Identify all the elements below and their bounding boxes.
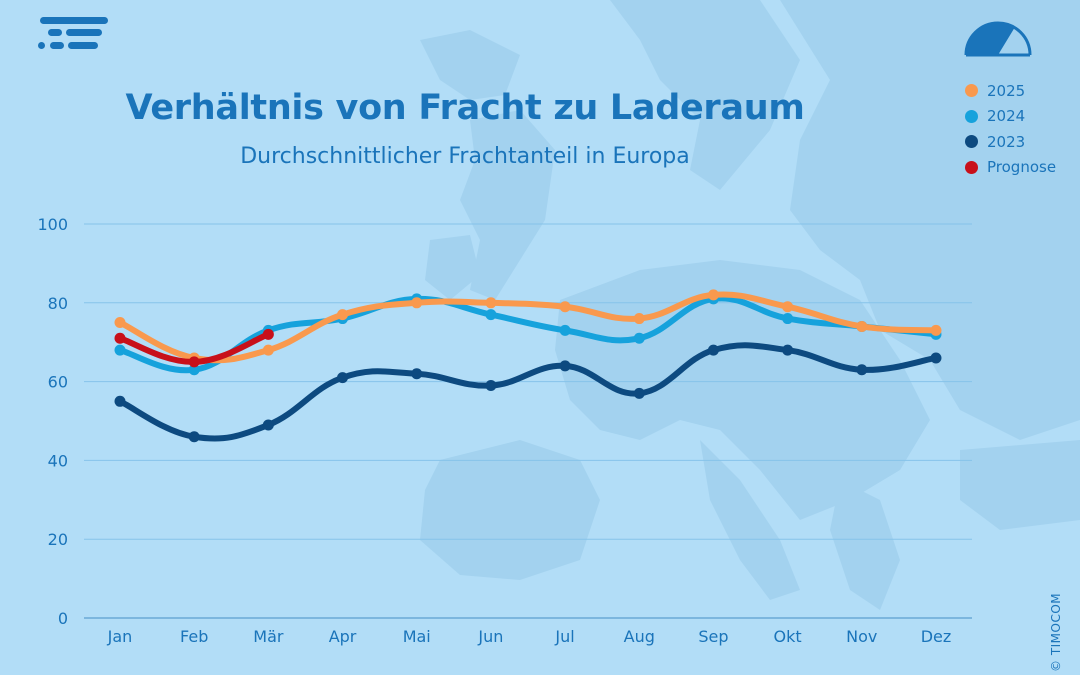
- chart-title: Verhältnis von Fracht zu Laderaum: [125, 88, 805, 128]
- data-point: [188, 364, 200, 376]
- x-tick-label: Dez: [921, 627, 952, 646]
- legend-marker: [965, 135, 978, 149]
- data-point: [930, 324, 942, 336]
- series-prognose: [114, 328, 274, 368]
- series-2025: [114, 289, 942, 364]
- data-point: [114, 344, 126, 356]
- legend-item: 2023: [965, 129, 1056, 155]
- y-tick-label: 0: [58, 609, 68, 628]
- data-point: [707, 289, 719, 301]
- chart-legend: 2025 2024 2023 Prognose: [965, 78, 1056, 180]
- data-point: [262, 344, 274, 356]
- data-point: [856, 320, 868, 332]
- data-point: [485, 309, 497, 321]
- x-tick-label: Jan: [107, 627, 133, 646]
- data-point: [633, 313, 645, 325]
- legend-item: Prognose: [965, 155, 1056, 181]
- x-tick-label: Mär: [253, 627, 284, 646]
- legend-item: 2025: [965, 78, 1056, 104]
- data-point: [262, 328, 274, 340]
- data-point: [559, 324, 571, 336]
- data-point: [337, 372, 349, 384]
- x-tick-label: Aug: [624, 627, 655, 646]
- copyright-notice: © TIMOCOM: [1049, 592, 1063, 672]
- timocom-logo: [38, 17, 108, 49]
- chart-subtitle: Durchschnittlicher Frachtanteil in Europ…: [240, 144, 690, 169]
- legend-marker: [965, 160, 978, 174]
- legend-label: Prognose: [987, 158, 1057, 177]
- data-point: [262, 419, 274, 431]
- legend-label: 2025: [987, 81, 1026, 100]
- data-point: [782, 301, 794, 313]
- x-tick-label: Jul: [554, 627, 574, 646]
- x-tick-label: Nov: [846, 627, 877, 646]
- legend-label: 2023: [987, 132, 1026, 151]
- legend-label: 2024: [987, 107, 1026, 126]
- x-tick-label: Feb: [180, 627, 208, 646]
- legend-marker: [965, 84, 978, 98]
- y-tick-label: 40: [48, 451, 68, 470]
- x-tick-label: Jun: [477, 627, 503, 646]
- y-tick-label: 60: [48, 373, 68, 392]
- y-tick-label: 20: [48, 530, 68, 549]
- data-point: [782, 313, 794, 325]
- data-point: [559, 360, 571, 372]
- data-point: [930, 352, 942, 364]
- legend-item: 2024: [965, 104, 1056, 130]
- data-point: [337, 309, 349, 321]
- data-point: [188, 431, 200, 443]
- data-point: [856, 364, 868, 376]
- data-point: [633, 387, 645, 399]
- x-tick-label: Okt: [774, 627, 802, 646]
- data-point: [114, 332, 126, 344]
- x-tick-label: Mai: [403, 627, 431, 646]
- data-point: [411, 368, 423, 380]
- data-point: [188, 356, 200, 368]
- data-point: [485, 297, 497, 309]
- x-tick-label: Apr: [329, 627, 357, 646]
- data-point: [114, 317, 126, 328]
- x-tick-label: Sep: [698, 627, 728, 646]
- gauge-icon: [964, 21, 1032, 57]
- data-point: [782, 344, 794, 356]
- legend-marker: [965, 109, 978, 123]
- y-tick-label: 80: [48, 294, 68, 313]
- data-point: [707, 344, 719, 356]
- data-point: [411, 297, 423, 309]
- data-point: [633, 332, 645, 344]
- data-point: [559, 301, 571, 313]
- series-2023: [114, 342, 942, 443]
- data-point: [114, 395, 126, 407]
- data-point: [485, 380, 497, 392]
- y-tick-label: 100: [37, 215, 68, 234]
